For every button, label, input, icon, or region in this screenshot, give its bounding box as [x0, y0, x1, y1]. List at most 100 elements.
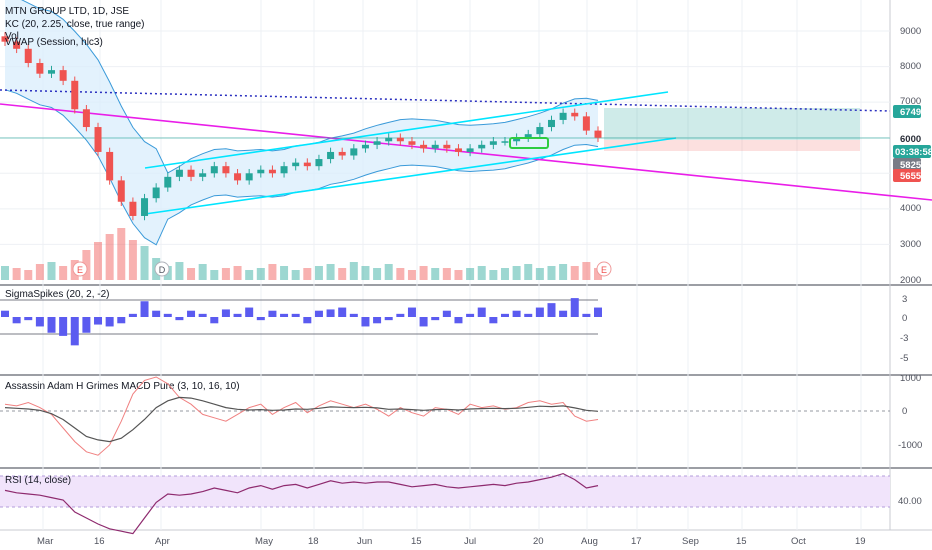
channel-lower-line[interactable] [144, 137, 677, 215]
time-tick: Apr [155, 536, 170, 547]
volume-bar [82, 250, 91, 280]
volume-bar [245, 270, 254, 280]
event-marker[interactable]: D [154, 261, 170, 277]
volume-bar [454, 270, 463, 280]
macd-fast-line [4, 376, 599, 456]
svg-text:D: D [159, 265, 166, 275]
volume-bar [59, 266, 68, 280]
sigma-bar [117, 317, 126, 324]
stop-zone[interactable] [604, 140, 860, 151]
sigma-title[interactable]: SigmaSpikes (20, 2, -2) [5, 289, 110, 300]
sigma-bar [163, 313, 172, 317]
sigma-tick: 3 [902, 294, 907, 305]
candle-body [420, 144, 428, 149]
time-tick: 16 [94, 536, 105, 547]
magenta-trend-line[interactable] [0, 103, 932, 201]
sigma-bar [175, 317, 184, 321]
candle-body [408, 141, 416, 145]
candle-body [199, 173, 207, 177]
volume-bar [396, 268, 405, 280]
horizontal-resistance-line[interactable] [0, 89, 891, 112]
svg-text:6000: 6000 [900, 134, 921, 145]
candle-body [117, 180, 125, 202]
volume-bar [256, 268, 265, 280]
candle-body [280, 166, 288, 174]
sigma-bar [535, 307, 544, 317]
time-tick: 18 [308, 536, 319, 547]
sigma-bar [128, 313, 137, 317]
indicator-vwap[interactable]: VWAP (Session, hlc3) [5, 37, 103, 48]
svg-text:03:38:58: 03:38:58 [895, 147, 932, 158]
candle-body [582, 116, 590, 131]
volume-bar [489, 270, 498, 280]
candle-body [478, 144, 486, 149]
sigma-bar [338, 307, 347, 317]
sigma-bar [47, 317, 56, 333]
sigma-bar [559, 310, 568, 317]
volume-bar [280, 266, 289, 280]
macd-title[interactable]: Assassin Adam H Grimes MACD Pure (3, 10,… [5, 381, 240, 392]
volume-bar [349, 262, 358, 280]
indicator-vol[interactable]: Vol [5, 31, 19, 42]
channel-upper-line[interactable] [144, 91, 669, 169]
volume-bar [187, 268, 196, 280]
candle-body [210, 166, 218, 174]
volume-bar [291, 270, 300, 280]
volume-bar [384, 264, 393, 280]
candle-body [547, 119, 555, 128]
sigma-bar [12, 317, 21, 324]
volume-bar [24, 270, 33, 280]
candle-body [1, 36, 9, 42]
sigma-bar [349, 313, 358, 317]
sigma-bar [233, 313, 242, 317]
rsi-title[interactable]: RSI (14, close) [5, 475, 71, 486]
event-marker[interactable]: E [596, 261, 612, 277]
macd-tick: -1000 [898, 440, 922, 451]
volume-bar [535, 268, 544, 280]
candle-body [594, 130, 602, 138]
candle-body [466, 148, 474, 152]
svg-text:5825: 5825 [900, 160, 922, 171]
target-zone[interactable] [604, 108, 860, 140]
rsi-tick: 40.00 [898, 496, 922, 507]
volume-bar [524, 264, 533, 280]
sigma-bar [582, 313, 591, 317]
macd-slow-line [4, 396, 599, 443]
sigma-bar [268, 310, 277, 317]
volume-bar [500, 268, 509, 280]
event-marker[interactable]: E [72, 261, 88, 277]
sigma-bar [198, 313, 207, 317]
sigma-bar [500, 313, 509, 317]
time-axis[interactable]: Mar 16 Apr May 18 Jun 15 Jul 20 Aug 17 S… [37, 536, 866, 547]
volume-bar [35, 264, 44, 280]
price-tick: 4000 [900, 203, 921, 214]
candle-body [350, 148, 358, 156]
sigma-bar [442, 310, 451, 317]
sigma-bar [94, 317, 103, 325]
sigma-bar [431, 317, 440, 321]
candle-body [94, 127, 102, 152]
candle-body [489, 141, 497, 145]
volume-bar [140, 246, 149, 280]
indicator-kc[interactable]: KC (20, 2.25, close, true range) [5, 19, 145, 30]
price-tag: 5825 [893, 158, 922, 171]
volume-bar [303, 268, 312, 280]
candle-body [141, 198, 149, 216]
highlight-box[interactable] [509, 137, 549, 149]
volume-bar [419, 266, 428, 280]
volume-bar [559, 264, 568, 280]
candle-body [257, 169, 265, 174]
candle-body [82, 109, 90, 128]
volume-bar [407, 270, 416, 280]
candle-body [338, 151, 346, 156]
candle-body [315, 159, 323, 167]
macd-tick: 0 [902, 406, 907, 417]
sigma-bar [105, 317, 114, 327]
sigma-bar [291, 313, 300, 317]
volume-bar [466, 268, 475, 280]
volume-bar [210, 270, 219, 280]
sigma-bar [314, 310, 323, 317]
volume-bar [221, 268, 230, 280]
